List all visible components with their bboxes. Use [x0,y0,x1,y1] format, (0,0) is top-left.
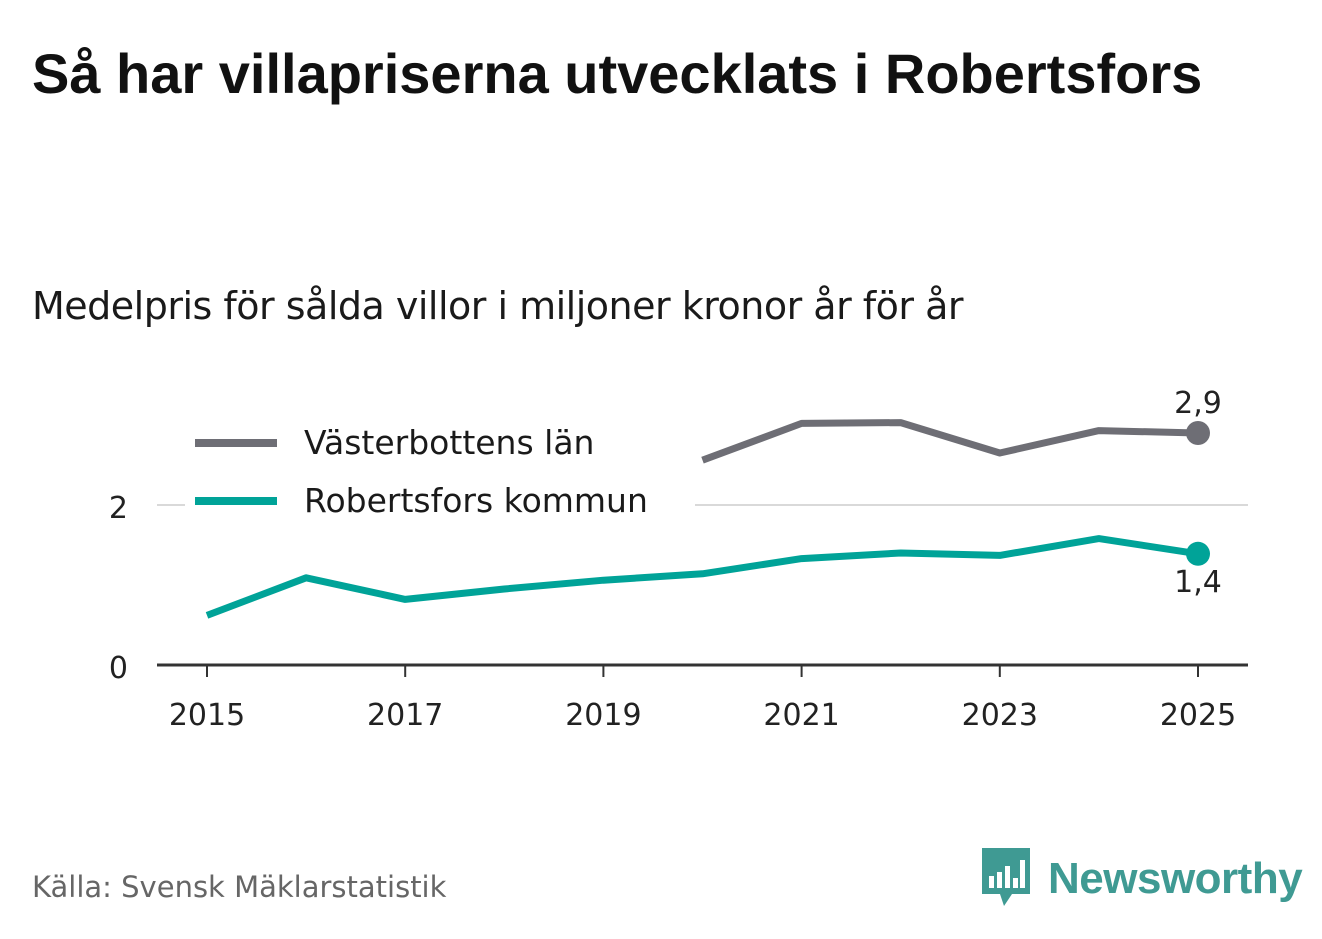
line-chart: 0 2 2015 2017 2019 2021 2023 2025 2,9 1,4 Västerbo… [109,386,1248,733]
end-value-label: 1,4 [1174,565,1222,600]
y-tick-label: 0 [109,651,128,686]
legend-label: Västerbottens län [304,423,594,462]
brand-name: Newsworthy [1048,854,1303,903]
x-tick-label: 2023 [962,698,1038,733]
x-tick-label: 2025 [1160,698,1236,733]
end-point-1 [1186,541,1210,566]
y-tick-label: 2 [109,491,128,526]
legend-background [185,416,695,534]
x-tick-label: 2017 [367,698,443,733]
brand-logo: Newsworthy [982,848,1303,910]
end-value-label: 2,9 [1174,386,1222,421]
x-tick-label: 2015 [169,698,245,733]
x-tick-label: 2019 [565,698,641,733]
newsworthy-logo-icon [982,848,1030,906]
chart-subtitle: Medelpris för sålda villor i miljoner kr… [32,284,964,328]
series-line-robertsfors [205,535,1199,619]
legend-label: Robertsfors kommun [304,481,648,520]
x-tick-label: 2021 [763,698,839,733]
source-note: Källa: Svensk Mäklarstatistik [32,870,447,904]
chart-title: Så har villapriserna utvecklats i Robert… [32,42,1203,105]
end-point-0 [1186,421,1210,445]
series-line-vasterbotten [701,419,1199,464]
